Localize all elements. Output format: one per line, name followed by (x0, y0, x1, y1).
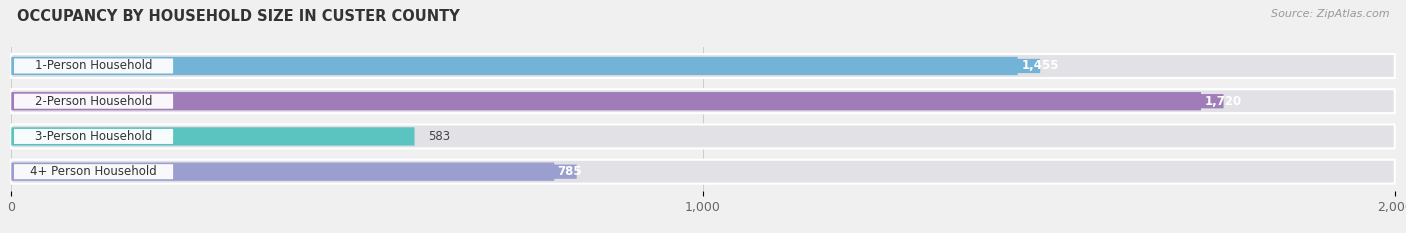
Text: 1-Person Household: 1-Person Household (35, 59, 152, 72)
FancyBboxPatch shape (531, 164, 576, 179)
Text: 3-Person Household: 3-Person Household (35, 130, 152, 143)
Text: 1,720: 1,720 (1205, 95, 1241, 108)
FancyBboxPatch shape (11, 57, 1018, 75)
Text: 4+ Person Household: 4+ Person Household (30, 165, 157, 178)
FancyBboxPatch shape (11, 54, 1395, 78)
Text: 1,455: 1,455 (1021, 59, 1059, 72)
FancyBboxPatch shape (11, 124, 1395, 148)
FancyBboxPatch shape (11, 163, 554, 181)
FancyBboxPatch shape (14, 164, 173, 179)
FancyBboxPatch shape (11, 92, 1201, 110)
FancyBboxPatch shape (14, 94, 173, 109)
FancyBboxPatch shape (11, 127, 415, 146)
FancyBboxPatch shape (14, 58, 173, 73)
FancyBboxPatch shape (14, 129, 173, 144)
FancyBboxPatch shape (995, 59, 1040, 73)
Text: 583: 583 (429, 130, 450, 143)
FancyBboxPatch shape (11, 89, 1395, 113)
FancyBboxPatch shape (11, 160, 1395, 184)
Text: OCCUPANCY BY HOUSEHOLD SIZE IN CUSTER COUNTY: OCCUPANCY BY HOUSEHOLD SIZE IN CUSTER CO… (17, 9, 460, 24)
Text: 785: 785 (558, 165, 582, 178)
Text: 2-Person Household: 2-Person Household (35, 95, 152, 108)
Text: Source: ZipAtlas.com: Source: ZipAtlas.com (1271, 9, 1389, 19)
FancyBboxPatch shape (1178, 94, 1223, 108)
